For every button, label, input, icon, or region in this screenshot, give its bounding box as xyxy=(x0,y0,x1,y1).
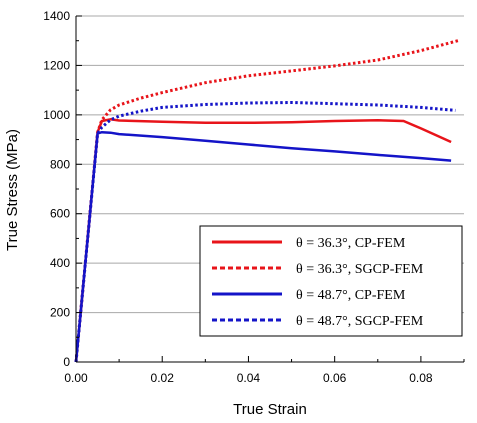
legend-label: θ = 48.7°, CP-FEM xyxy=(296,288,406,303)
y-tick-label: 1000 xyxy=(43,108,70,122)
series-line xyxy=(74,118,452,363)
x-axis-label: True Strain xyxy=(233,401,307,418)
x-tick-label: 0.06 xyxy=(323,371,347,385)
y-tick-label: 1200 xyxy=(43,58,70,72)
axes xyxy=(75,15,465,363)
y-tick-label: 800 xyxy=(50,157,70,171)
y-tick-label: 200 xyxy=(50,306,70,320)
y-axis-label: True Stress (MPa) xyxy=(4,129,21,251)
legend: θ = 36.3°, CP-FEM θ = 36.3°, SGCP-FEM θ = … xyxy=(199,225,463,337)
legend-label: θ = 36.3°, SGCP-FEM xyxy=(296,262,424,277)
y-tick-label: 1400 xyxy=(43,9,70,23)
legend-label: θ = 48.7°, SGCP-FEM xyxy=(296,314,424,329)
x-tick-label: 0.02 xyxy=(151,371,175,385)
series-lines xyxy=(74,38,461,363)
series-line xyxy=(74,130,452,363)
series-line xyxy=(74,101,456,363)
gridlines xyxy=(76,15,464,314)
y-tick-label: 400 xyxy=(50,256,70,270)
series-line xyxy=(74,38,461,363)
legend-box xyxy=(199,225,463,337)
x-tick-label: 0.04 xyxy=(237,371,261,385)
tick-labels: 0 200 400 600 800 1000 1200 1400 0.00 0.02 0.04 0.0… xyxy=(43,9,433,385)
x-tick-label: 0.08 xyxy=(409,371,433,385)
x-tick-label: 0.00 xyxy=(64,371,88,385)
y-tick-label: 600 xyxy=(50,207,70,221)
legend-label: θ = 36.3°, CP-FEM xyxy=(296,236,406,251)
y-tick-label: 0 xyxy=(63,355,70,369)
